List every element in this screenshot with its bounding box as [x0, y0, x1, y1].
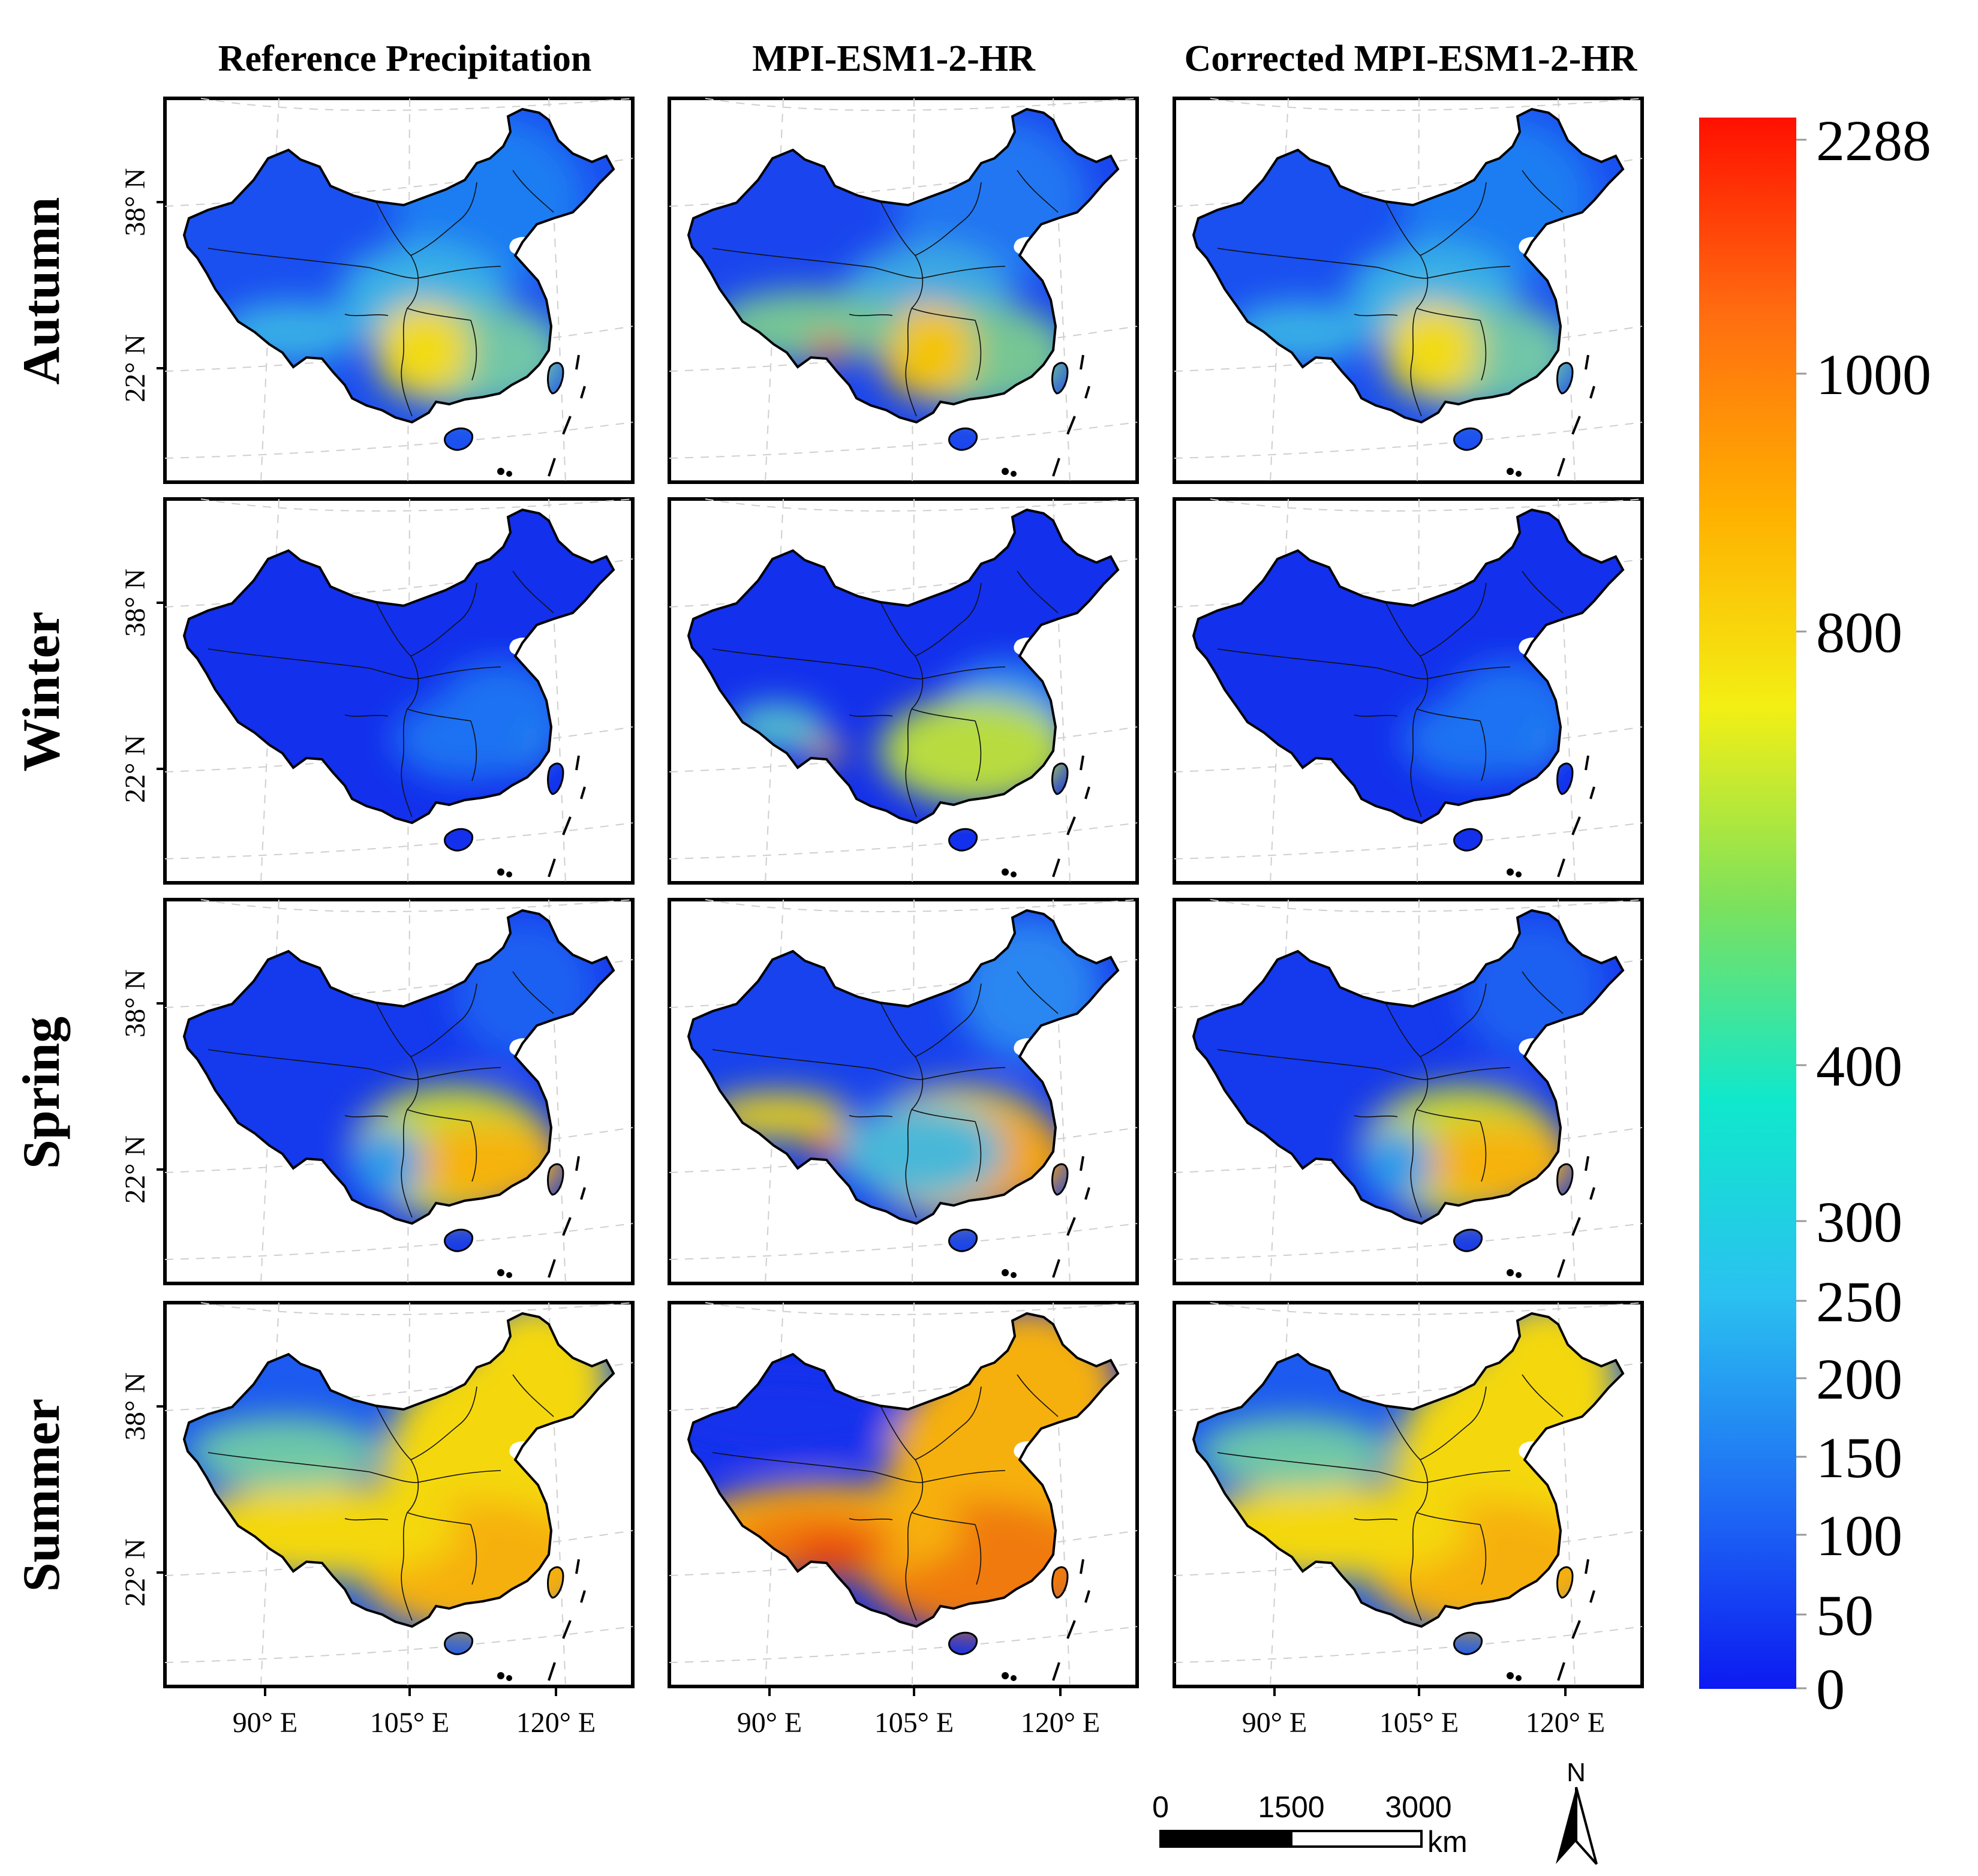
- map-panel-spring-3: [1173, 898, 1644, 1285]
- country-outline: [1192, 508, 1625, 825]
- province-borders: [208, 570, 554, 817]
- country-outline: [182, 508, 615, 825]
- lat-tick-label: 22° N: [119, 1135, 151, 1204]
- row-title-spring: Spring: [13, 1017, 71, 1169]
- row-title-autumn: Autumn: [13, 197, 71, 385]
- scale-label-1500: 1500: [1258, 1790, 1324, 1824]
- country-outline: [687, 107, 1120, 424]
- island-dashes: [1002, 1156, 1090, 1278]
- colorbar-tick-label: 800: [1816, 600, 1902, 665]
- colorbar-tick-label: 150: [1816, 1426, 1902, 1490]
- map-panel-winter-3: [1173, 497, 1644, 885]
- colorbar-tick-label: 100: [1816, 1504, 1902, 1568]
- north-arrow-icon: N: [1556, 1758, 1598, 1865]
- map-panel-autumn-3: [1173, 97, 1644, 484]
- lon-tick-label: 105° E: [1379, 1707, 1459, 1739]
- lat-tick-label: 38° N: [119, 1372, 151, 1441]
- map-panel-winter-2: [668, 497, 1139, 885]
- scale-label-3000: 3000: [1385, 1790, 1451, 1824]
- country-outline: [687, 1312, 1120, 1628]
- scale-unit: km: [1427, 1825, 1468, 1859]
- island-dashes: [1507, 354, 1595, 477]
- island-dashes: [497, 1156, 586, 1278]
- country-outline: [687, 909, 1120, 1225]
- map-panel-autumn-1: 38° N 22° N: [119, 97, 635, 484]
- island-dashes: [1002, 1559, 1090, 1681]
- colorbar-tick-label: 300: [1816, 1190, 1902, 1254]
- lon-tick-label: 120° E: [1526, 1707, 1606, 1739]
- lat-tick-label: 22° N: [119, 735, 151, 803]
- lat-tick-label: 22° N: [119, 334, 151, 402]
- province-borders: [1217, 170, 1564, 417]
- province-borders: [208, 170, 554, 417]
- lon-tick-label: 90° E: [737, 1707, 802, 1739]
- scale-bar-white-segment: [1290, 1830, 1423, 1848]
- north-arrow-label: N: [1567, 1758, 1586, 1787]
- island-dashes: [497, 755, 586, 877]
- province-borders: [208, 971, 554, 1218]
- island-dashes: [1002, 354, 1090, 477]
- lon-tick-label: 90° E: [1242, 1707, 1307, 1739]
- lat-tick-label: 38° N: [119, 969, 151, 1038]
- country-outline: [1192, 107, 1625, 424]
- island-dashes: [497, 1559, 586, 1681]
- row-title-summer: Summer: [13, 1399, 71, 1592]
- lat-tick-label: 38° N: [119, 168, 151, 236]
- map-panel-autumn-2: [668, 97, 1139, 484]
- map-panel-winter-1: 38° N 22° N: [119, 497, 635, 885]
- country-outline: [687, 508, 1120, 825]
- island-dashes: [1507, 1559, 1595, 1681]
- province-borders: [712, 971, 1059, 1218]
- province-borders: [1217, 971, 1564, 1218]
- map-panel-summer-3: 90° E 105° E 120° E: [1173, 1301, 1644, 1739]
- lat-tick-label: 38° N: [119, 569, 151, 637]
- province-borders: [208, 1374, 554, 1621]
- colorbar-tick-label: 2288: [1816, 109, 1931, 173]
- colorbar-tick-label: 50: [1816, 1583, 1874, 1647]
- lon-tick-label: 120° E: [516, 1707, 596, 1739]
- colorbar-tick-label: 0: [1816, 1657, 1845, 1721]
- country-outline: [182, 107, 615, 424]
- scale-bar-black-segment: [1159, 1830, 1292, 1848]
- colorbar-ticks: 2288 1000 800 400 300 250 200 150 100 50 0: [1796, 109, 1931, 1721]
- island-dashes: [497, 354, 586, 477]
- country-outline: [1192, 1312, 1625, 1628]
- lon-tick-label: 90° E: [233, 1707, 298, 1739]
- column-title-corrected: Corrected MPI-ESM1-2-HR: [1185, 38, 1638, 79]
- colorbar-tick-label: 200: [1816, 1347, 1902, 1411]
- column-title-reference: Reference Precipitation: [218, 38, 592, 79]
- lon-tick-label: 120° E: [1021, 1707, 1101, 1739]
- scale-bar: 0 1500 3000 km: [1152, 1790, 1468, 1859]
- map-panel-spring-1: 38° N 22° N: [119, 898, 635, 1285]
- country-outline: [182, 1312, 615, 1628]
- province-borders: [712, 570, 1059, 817]
- lon-tick-label: 105° E: [874, 1707, 954, 1739]
- province-borders: [712, 170, 1059, 417]
- province-borders: [712, 1374, 1059, 1621]
- map-panel-summer-1: 38° N 22° N 90° E 105° E 120° E: [119, 1301, 635, 1739]
- lon-tick-label: 105° E: [370, 1707, 450, 1739]
- colorbar-tick-label: 1000: [1816, 342, 1931, 407]
- colorbar: 2288 1000 800 400 300 250 200 150 100 50 0: [1699, 109, 1931, 1721]
- island-dashes: [1507, 1156, 1595, 1278]
- country-outline: [1192, 909, 1625, 1225]
- row-title-winter: Winter: [13, 611, 71, 771]
- scale-label-0: 0: [1152, 1790, 1169, 1824]
- map-panels: 38° N 22° N 38° N 22° N 38° N 22° N 38° N 22° N…: [119, 97, 1644, 1739]
- colorbar-tick-label: 250: [1816, 1270, 1902, 1334]
- colorbar-tick-label: 400: [1816, 1034, 1902, 1098]
- colorbar-bar: [1699, 118, 1796, 1689]
- column-title-model: MPI-ESM1-2-HR: [752, 38, 1036, 79]
- lat-tick-label: 22° N: [119, 1538, 151, 1607]
- map-panel-spring-2: [668, 898, 1139, 1285]
- province-borders: [1217, 570, 1564, 817]
- island-dashes: [1507, 755, 1595, 877]
- province-borders: [1217, 1374, 1564, 1621]
- map-panel-summer-2: 90° E 105° E 120° E: [668, 1301, 1139, 1739]
- country-outline: [182, 909, 615, 1225]
- island-dashes: [1002, 755, 1090, 877]
